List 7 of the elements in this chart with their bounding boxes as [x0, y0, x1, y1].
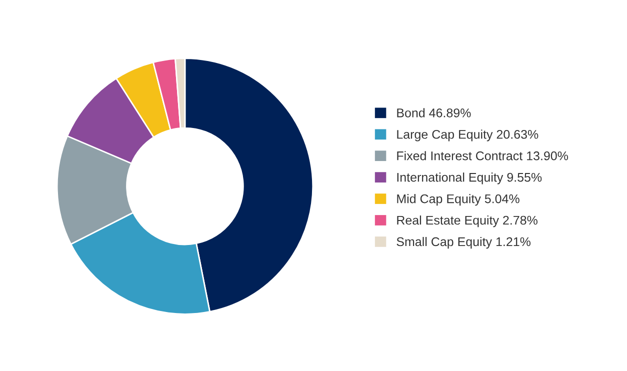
legend-label: Mid Cap Equity 5.04% — [397, 194, 520, 206]
legend-label: Fixed Interest Contract 13.90% — [397, 151, 568, 160]
legend-label: International Equity 9.55% — [397, 172, 542, 184]
legend-label: Small Cap Equity 1.21% — [396, 236, 531, 249]
legend-label: Real Estate Equity 2.78% — [397, 215, 538, 228]
legend-label: Bond 46.89% — [397, 108, 471, 118]
legend-label: Large Cap Equity 20.63% — [397, 130, 538, 142]
